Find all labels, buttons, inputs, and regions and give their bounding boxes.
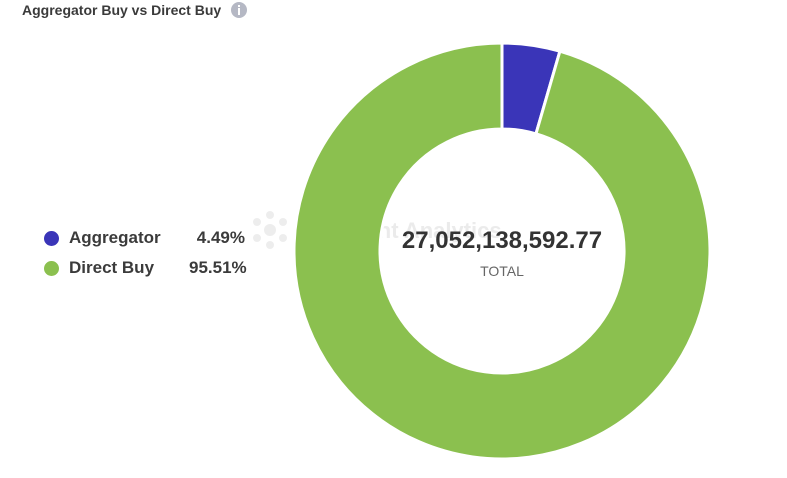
info-icon[interactable] (231, 2, 248, 18)
legend: Aggregator 4.49% Direct Buy 95.51% (44, 226, 247, 286)
donut-slices (292, 41, 712, 461)
legend-dot-direct-buy (44, 260, 59, 276)
legend-item-direct-buy[interactable]: Direct Buy 95.51% (44, 256, 247, 280)
legend-pct-aggregator: 4.49% (196, 228, 245, 247)
legend-label-aggregator: Aggregator (69, 228, 161, 247)
slice-direct-buy[interactable] (292, 41, 712, 461)
chart-title: Aggregator Buy vs Direct Buy (22, 2, 222, 18)
legend-label-direct-buy: Direct Buy (69, 258, 155, 277)
legend-dot-aggregator (44, 230, 59, 246)
legend-item-aggregator[interactable]: Aggregator 4.49% (44, 226, 245, 250)
legend-pct-direct-buy: 95.51% (189, 258, 247, 277)
chart-header: Aggregator Buy vs Direct Buy (22, 0, 248, 20)
center-label: TOTAL (480, 263, 524, 279)
footprint-logo-icon (253, 211, 287, 249)
center-value: 27,052,138,592.77 (402, 227, 602, 254)
